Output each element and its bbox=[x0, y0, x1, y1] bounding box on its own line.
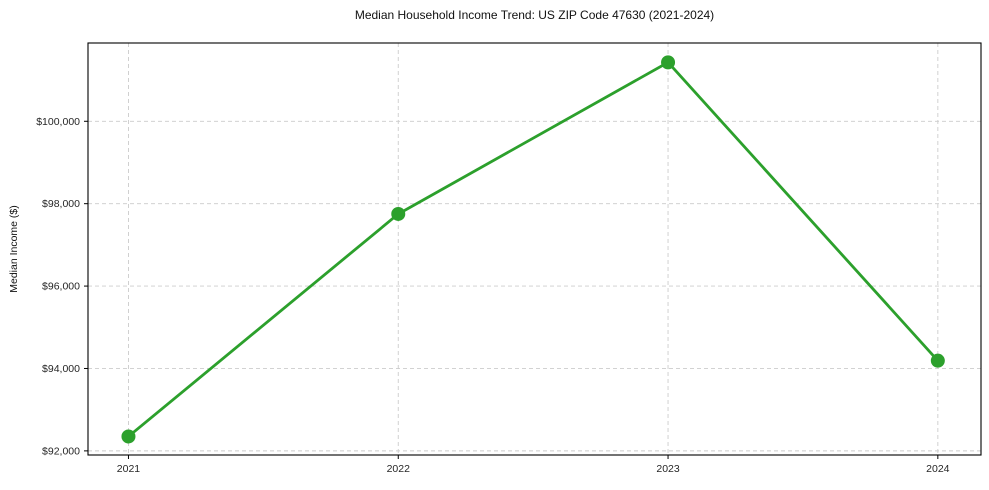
gridlines bbox=[88, 43, 981, 455]
y-tick-label: $98,000 bbox=[42, 198, 80, 210]
tick-labels: $92,000 $94,000 $96,000 $98,000 $100,000 2021… bbox=[36, 116, 949, 475]
data-point-marker bbox=[391, 206, 406, 221]
series-markers bbox=[121, 55, 945, 444]
tick-marks bbox=[84, 120, 939, 459]
y-tick-label: $100,000 bbox=[36, 116, 80, 128]
data-point-marker bbox=[930, 353, 945, 368]
chart-title: Median Household Income Trend: US ZIP Co… bbox=[354, 8, 715, 22]
data-point-marker bbox=[121, 429, 136, 444]
y-tick-label: $94,000 bbox=[42, 363, 80, 375]
axes-spines bbox=[87, 42, 982, 456]
series-line bbox=[127, 60, 940, 438]
x-tick-label: 2024 bbox=[926, 463, 950, 475]
x-tick-label: 2021 bbox=[117, 463, 141, 475]
x-tick-label: 2023 bbox=[656, 463, 680, 475]
data-point-marker bbox=[661, 55, 676, 70]
x-tick-label: 2022 bbox=[387, 463, 411, 475]
y-tick-label: $92,000 bbox=[42, 445, 80, 457]
y-tick-label: $96,000 bbox=[42, 281, 80, 293]
y-axis-label-text: Median Income ($) bbox=[8, 205, 20, 293]
